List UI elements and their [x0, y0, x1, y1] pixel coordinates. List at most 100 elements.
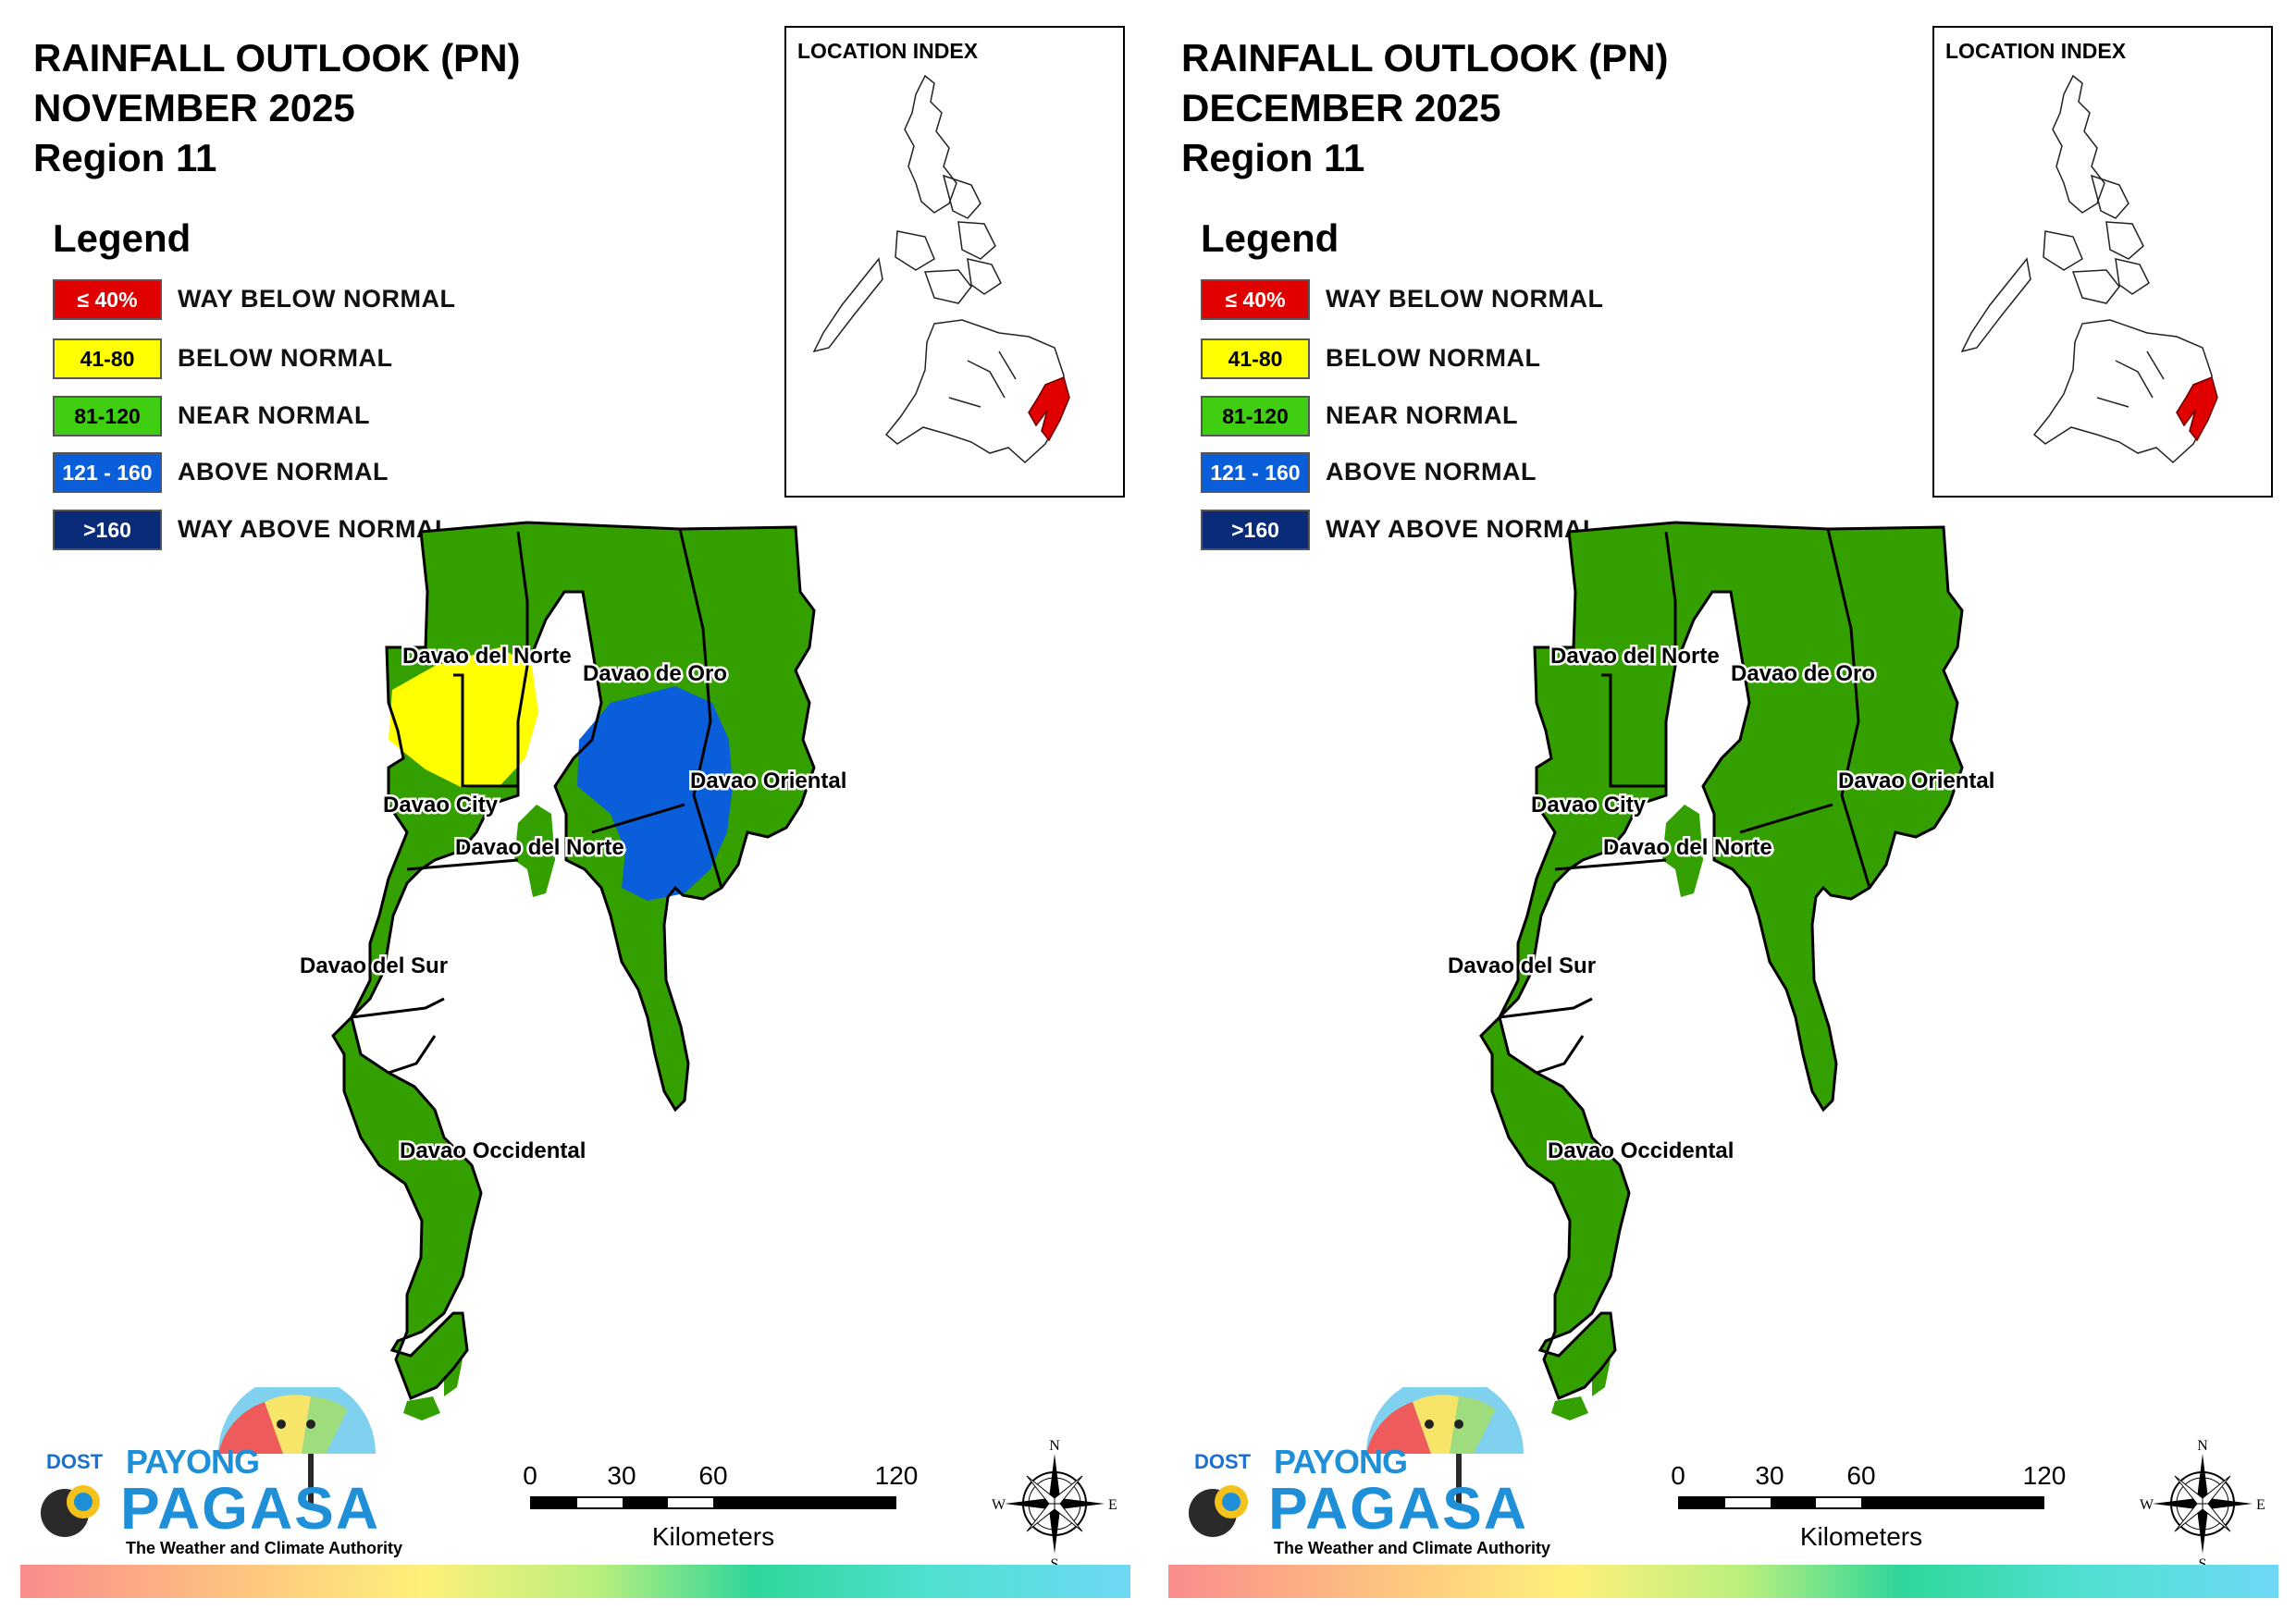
- legend-label: BELOW NORMAL: [1326, 344, 1541, 372]
- legend-heading: Legend: [53, 216, 191, 260]
- legend-item-way-above-normal: >160 WAY ABOVE NORMAL: [53, 510, 497, 552]
- legend-item-above-normal: 121 - 160 ABOVE NORMAL: [1201, 452, 1645, 495]
- svg-text:S: S: [1051, 1556, 1059, 1568]
- svg-text:E: E: [2256, 1497, 2265, 1513]
- svg-text:N: N: [1049, 1439, 1060, 1454]
- scale-tick: 0: [1671, 1461, 1685, 1490]
- legend-label: WAY ABOVE NORMAL: [1326, 515, 1599, 543]
- footer-gradient-bar: [20, 1565, 1130, 1598]
- legend-swatch: 41-80: [1201, 338, 1310, 379]
- title-line-2: DECEMBER 2025: [1181, 86, 1501, 129]
- label-davao-occidental: Davao Occidental: [1548, 1138, 1734, 1163]
- payong-pagasa-logo: DOST PAYONG PAGASA The Weather and Clima…: [1181, 1387, 1550, 1563]
- label-davao-del-norte-mid: Davao del Norte: [1603, 835, 1772, 860]
- label-davao-de-oro: Davao de Oro: [1731, 661, 1875, 686]
- scale-unit: Kilometers: [651, 1522, 775, 1551]
- label-davao-del-norte-top: Davao del Norte: [1550, 644, 1720, 669]
- legend-label: ABOVE NORMAL: [178, 458, 389, 486]
- label-davao-del-norte-top: Davao del Norte: [402, 644, 572, 669]
- label-davao-del-sur: Davao del Sur: [1448, 953, 1596, 978]
- legend-item-above-normal: 121 - 160 ABOVE NORMAL: [53, 452, 497, 495]
- logo-dost: DOST: [46, 1450, 104, 1473]
- scale-bar: 0 30 60 120 Kilometers: [523, 1461, 919, 1572]
- legend-swatch: ≤ 40%: [1201, 279, 1310, 320]
- legend-label: WAY BELOW NORMAL: [1326, 285, 1604, 313]
- scale-bar-graphic: [530, 1496, 896, 1509]
- region-11-map: Davao del Norte Davao de Oro Davao Orien…: [300, 521, 847, 1420]
- scale-tick: 60: [698, 1461, 728, 1490]
- label-davao-city: Davao City: [1531, 793, 1647, 818]
- title-line-3: Region 11: [33, 136, 217, 179]
- location-index-inset: LOCATION INDEX: [784, 26, 1125, 498]
- logo-payong: PAYONG: [1274, 1443, 1408, 1481]
- legend-label: WAY ABOVE NORMAL: [178, 515, 451, 543]
- compass-rose-icon: N S W E: [990, 1438, 1119, 1572]
- legend-item-near-normal: 81-120 NEAR NORMAL: [53, 396, 497, 438]
- scale-bar-graphic: [1678, 1496, 2044, 1509]
- logo-payong: PAYONG: [126, 1443, 260, 1481]
- label-davao-del-sur: Davao del Sur: [300, 953, 448, 978]
- map-title: RAINFALL OUTLOOK (PN) DECEMBER 2025 Regi…: [1181, 33, 1669, 183]
- footer-gradient-bar: [1168, 1565, 2278, 1598]
- scale-unit: Kilometers: [1799, 1522, 1923, 1551]
- title-line-3: Region 11: [1181, 136, 1365, 179]
- logo-pagasa: PAGASA: [120, 1475, 381, 1542]
- title-line-1: RAINFALL OUTLOOK (PN): [33, 36, 521, 80]
- svg-text:S: S: [2199, 1556, 2207, 1568]
- legend-item-below-normal: 41-80 BELOW NORMAL: [1201, 338, 1645, 381]
- legend-item-way-below-normal: ≤ 40% WAY BELOW NORMAL: [1201, 279, 1645, 322]
- region-11-map: Davao del Norte Davao de Oro Davao Orien…: [1446, 521, 1997, 1420]
- legend-swatch: 81-120: [1201, 396, 1310, 436]
- legend-swatch: >160: [1201, 510, 1310, 550]
- logo-dost: DOST: [1194, 1450, 1252, 1473]
- location-index-inset: LOCATION INDEX: [1932, 26, 2273, 498]
- svg-text:W: W: [992, 1497, 1006, 1513]
- payong-pagasa-logo: DOST PAYONG PAGASA The Weather and Clima…: [33, 1387, 402, 1563]
- legend-label: BELOW NORMAL: [178, 344, 393, 372]
- scale-tick: 0: [523, 1461, 537, 1490]
- label-davao-city: Davao City: [383, 793, 499, 818]
- title-line-1: RAINFALL OUTLOOK (PN): [1181, 36, 1669, 80]
- legend-swatch: 121 - 160: [1201, 452, 1310, 493]
- region-11-highlight: [2176, 375, 2218, 442]
- logo-tagline: The Weather and Climate Authority: [126, 1539, 403, 1557]
- legend-item-below-normal: 41-80 BELOW NORMAL: [53, 338, 497, 381]
- legend-swatch: ≤ 40%: [53, 279, 162, 320]
- legend-swatch: 121 - 160: [53, 452, 162, 493]
- umbrella-icon: [41, 1387, 376, 1537]
- legend-swatch: 81-120: [53, 396, 162, 436]
- label-davao-del-norte-mid: Davao del Norte: [455, 835, 624, 860]
- legend-heading: Legend: [1201, 216, 1339, 260]
- legend-item-near-normal: 81-120 NEAR NORMAL: [1201, 396, 1645, 438]
- legend-label: NEAR NORMAL: [1326, 401, 1518, 429]
- map-title: RAINFALL OUTLOOK (PN) NOVEMBER 2025 Regi…: [33, 33, 521, 183]
- scale-tick: 30: [607, 1461, 636, 1490]
- svg-text:W: W: [2140, 1497, 2154, 1513]
- logo-tagline: The Weather and Climate Authority: [1274, 1539, 1551, 1557]
- svg-text:E: E: [1108, 1497, 1117, 1513]
- outlook-panel-november: RAINFALL OUTLOOK (PN) NOVEMBER 2025 Regi…: [20, 26, 1130, 1598]
- inset-label: LOCATION INDEX: [797, 39, 979, 63]
- compass-rose-icon: N S W E: [2138, 1438, 2267, 1572]
- label-davao-occidental: Davao Occidental: [400, 1138, 586, 1163]
- scale-bar: 0 30 60 120 Kilometers: [1671, 1461, 2067, 1572]
- scale-tick: 30: [1755, 1461, 1784, 1490]
- svg-text:N: N: [2197, 1439, 2208, 1454]
- label-davao-de-oro: Davao de Oro: [583, 661, 727, 686]
- logo-pagasa: PAGASA: [1268, 1475, 1529, 1542]
- legend-swatch: >160: [53, 510, 162, 550]
- legend-label: NEAR NORMAL: [178, 401, 370, 429]
- label-davao-oriental: Davao Oriental: [1838, 768, 1994, 793]
- legend-label: WAY BELOW NORMAL: [178, 285, 456, 313]
- philippines-outline: [1960, 74, 2218, 464]
- scale-tick: 120: [2022, 1461, 2067, 1490]
- label-davao-oriental: Davao Oriental: [690, 768, 846, 793]
- philippines-outline: [812, 74, 1070, 464]
- legend-item-way-below-normal: ≤ 40% WAY BELOW NORMAL: [53, 279, 497, 322]
- title-line-2: NOVEMBER 2025: [33, 86, 355, 129]
- legend-label: ABOVE NORMAL: [1326, 458, 1537, 486]
- umbrella-icon: [1189, 1387, 1524, 1537]
- legend-item-way-above-normal: >160 WAY ABOVE NORMAL: [1201, 510, 1645, 552]
- inset-label: LOCATION INDEX: [1945, 39, 2127, 63]
- scale-tick: 60: [1846, 1461, 1876, 1490]
